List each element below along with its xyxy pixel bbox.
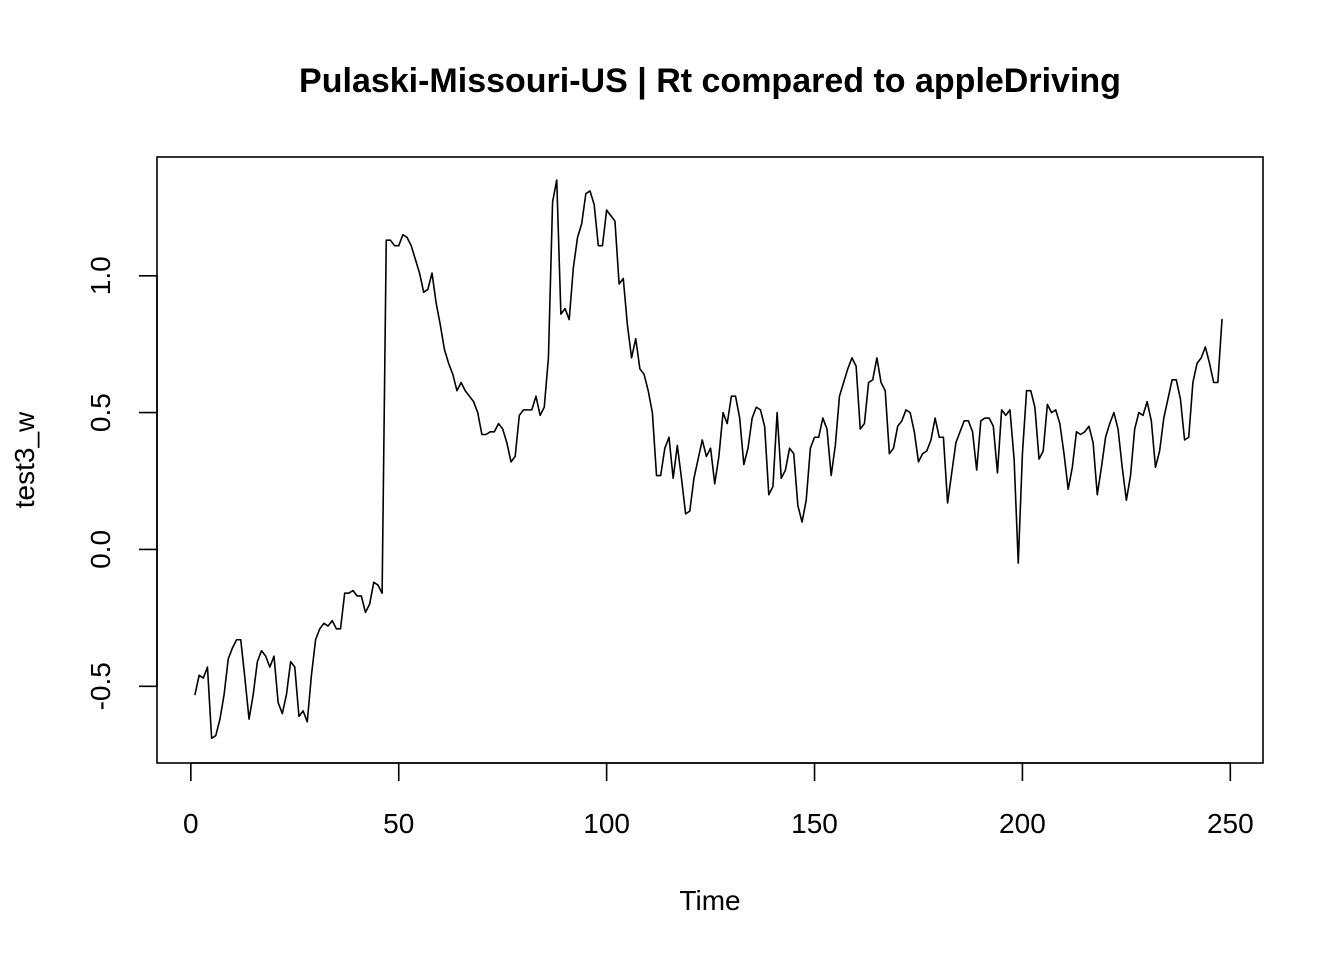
y-tick-label: 0.0	[85, 530, 116, 569]
series-line	[194, 179, 1223, 740]
plot-frame	[156, 156, 1264, 764]
chart-title: Pulaski-Missouri-US | Rt compared to app…	[299, 62, 1121, 100]
y-tick-label: 0.5	[85, 393, 116, 432]
y-axis: -0.5 0.0 0.5 1.0	[85, 256, 158, 710]
x-tick-label: 50	[383, 808, 414, 839]
x-axis-label: Time	[679, 885, 740, 916]
x-axis: 0 50 100 150 200 250	[183, 762, 1254, 839]
x-tick-label: 250	[1207, 808, 1254, 839]
y-tick-label: -0.5	[85, 662, 116, 710]
x-tick-label: 0	[183, 808, 199, 839]
x-tick-label: 150	[791, 808, 838, 839]
y-tick-label: 1.0	[85, 256, 116, 295]
y-axis-label: test3_w	[9, 411, 40, 508]
x-tick-label: 100	[583, 808, 630, 839]
x-tick-label: 200	[999, 808, 1046, 839]
